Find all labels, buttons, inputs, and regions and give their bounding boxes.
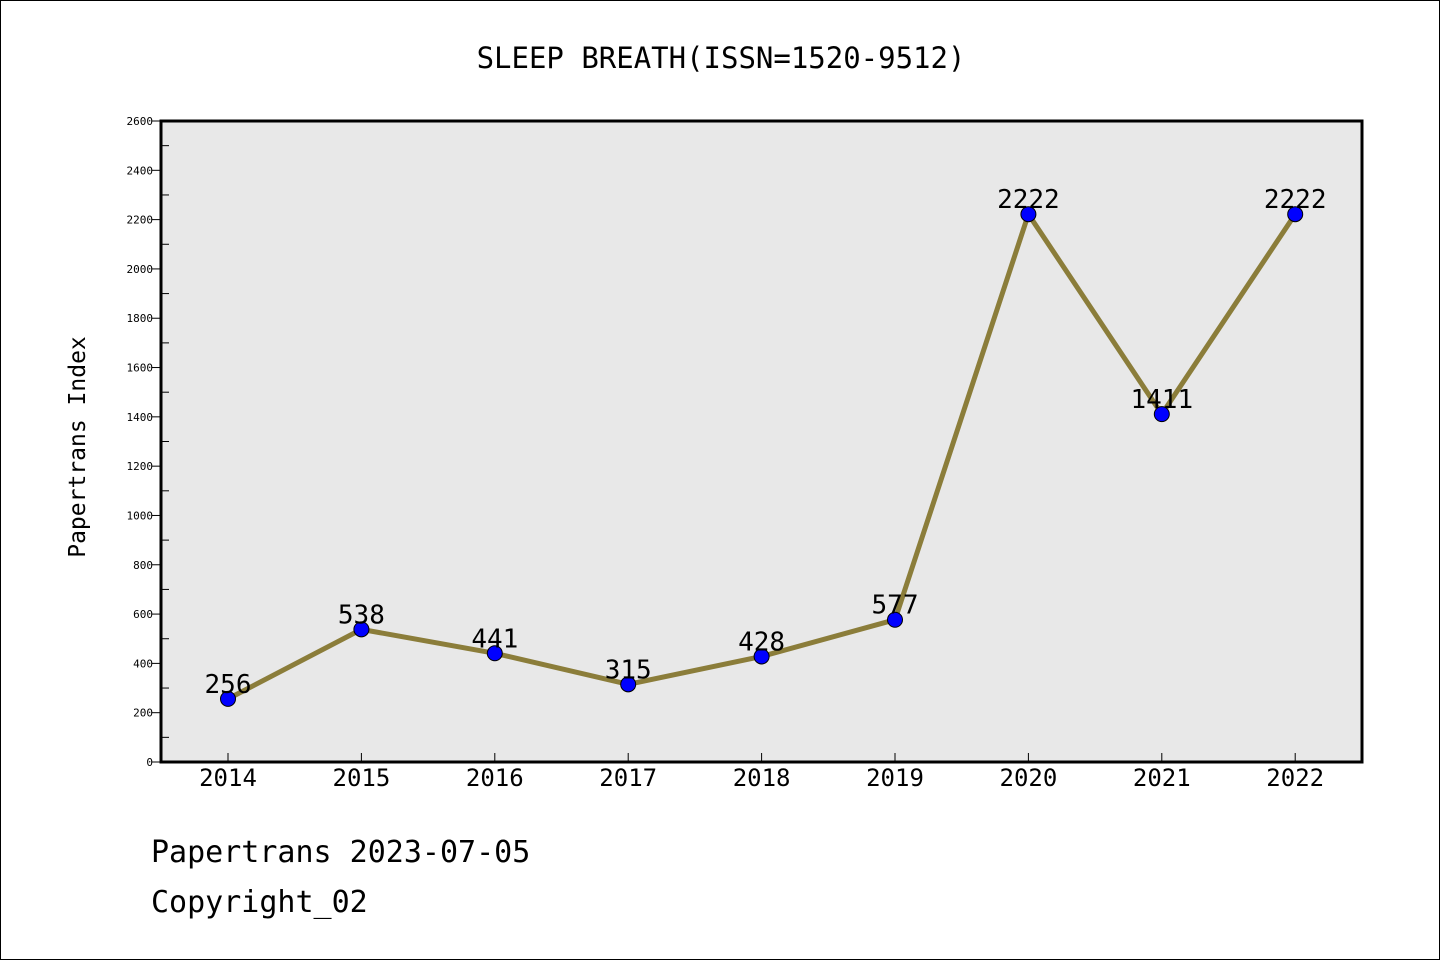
data-label: 428 bbox=[738, 627, 785, 657]
data-label: 2222 bbox=[997, 185, 1060, 215]
data-label: 1411 bbox=[1130, 385, 1193, 415]
data-point bbox=[486, 645, 503, 662]
data-point bbox=[753, 648, 770, 665]
y-tick-label: 2600 bbox=[127, 115, 154, 128]
data-label: 315 bbox=[605, 655, 652, 685]
y-tick-label: 2200 bbox=[127, 214, 154, 227]
x-tick-label: 2019 bbox=[866, 764, 924, 792]
y-axis-label: Papertrans Index bbox=[65, 336, 91, 558]
data-point bbox=[1153, 406, 1170, 423]
data-label: 441 bbox=[471, 624, 518, 654]
data-label: 256 bbox=[205, 670, 252, 700]
y-tick-label: 600 bbox=[133, 608, 153, 621]
y-tick-label: 2400 bbox=[127, 164, 154, 177]
data-points bbox=[220, 206, 1304, 707]
y-tick-label: 1600 bbox=[127, 362, 154, 375]
y-tick-label: 0 bbox=[146, 756, 153, 769]
y-tick-label: 200 bbox=[133, 707, 153, 720]
x-tick-label: 2022 bbox=[1266, 764, 1324, 792]
x-tick-label: 2020 bbox=[1000, 764, 1058, 792]
y-tick-label: 1400 bbox=[127, 411, 154, 424]
data-point bbox=[620, 676, 637, 693]
y-tick-label: 1800 bbox=[127, 312, 154, 325]
data-point bbox=[1287, 206, 1304, 223]
data-label: 577 bbox=[872, 591, 919, 621]
x-tick-label: 2016 bbox=[466, 764, 524, 792]
y-tick-label: 800 bbox=[133, 559, 153, 572]
x-tick-label: 2021 bbox=[1133, 764, 1191, 792]
footer-date-text: Papertrans 2023-07-05 bbox=[151, 835, 531, 870]
data-point bbox=[1020, 206, 1037, 223]
y-tick-label: 2000 bbox=[127, 263, 154, 276]
y-tick-label: 400 bbox=[133, 657, 153, 670]
y-tick-label: 1200 bbox=[127, 460, 154, 473]
data-label: 538 bbox=[338, 600, 385, 630]
plot-area bbox=[159, 119, 1364, 764]
data-label: 2222 bbox=[1264, 185, 1327, 215]
data-point bbox=[887, 611, 903, 628]
footer-copyright-text: Copyright_02 bbox=[151, 885, 368, 920]
x-axis: 2014 2015 2016 2017 2018 2019 2020 2021 2022 bbox=[199, 753, 1324, 792]
chart-title: SLEEP BREATH(ISSN=1520-9512) bbox=[477, 41, 966, 75]
x-tick-label: 2014 bbox=[199, 764, 257, 792]
data-labels: 256 538 441 315 428 577 2222 1411 2222 bbox=[205, 185, 1327, 700]
y-axis: 0 200 400 600 800 1000 1200 1400 1600 1800 2000 220… bbox=[127, 115, 169, 769]
x-tick-label: 2015 bbox=[333, 764, 391, 792]
y-tick-label: 1000 bbox=[127, 509, 154, 522]
data-point bbox=[353, 621, 370, 638]
x-tick-label: 2018 bbox=[733, 764, 791, 792]
x-tick-label: 2017 bbox=[599, 764, 657, 792]
data-point bbox=[220, 690, 236, 707]
